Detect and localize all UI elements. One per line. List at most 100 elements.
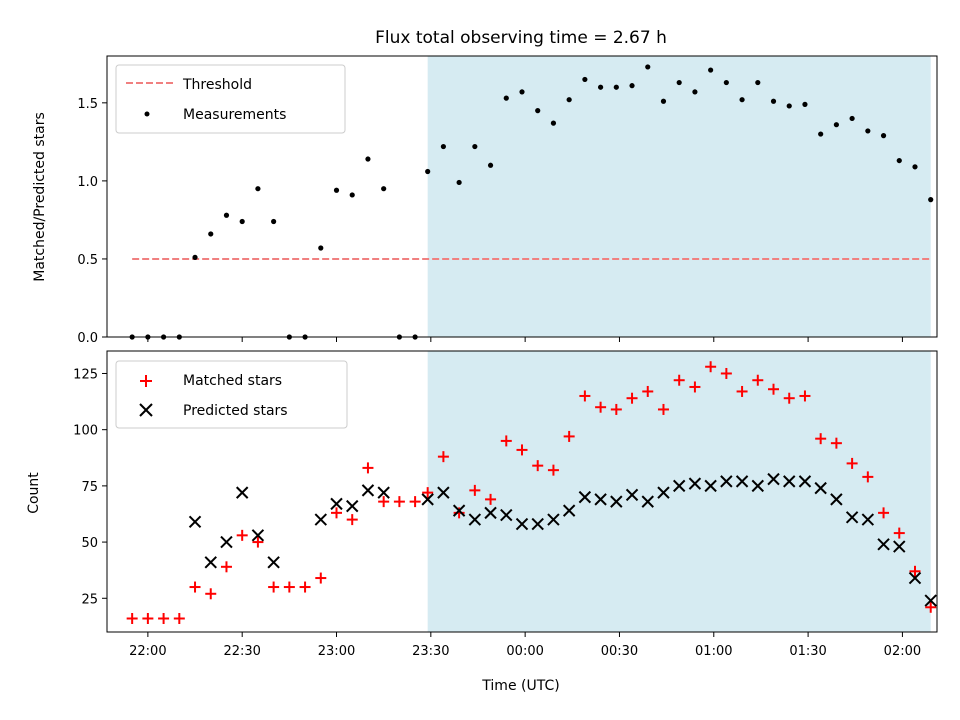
predicted-point-b xyxy=(377,486,390,499)
measurement-points xyxy=(129,64,934,340)
matched-point xyxy=(158,613,170,625)
matched-point xyxy=(579,390,591,402)
measurement-point xyxy=(629,83,635,89)
predicted-point xyxy=(830,493,843,506)
bottom-y-axis-label: Count xyxy=(26,472,42,514)
matched-point xyxy=(236,529,248,541)
bottom-shaded-span xyxy=(427,351,931,632)
matched-point xyxy=(189,581,201,593)
measurement-point xyxy=(833,122,839,128)
predicted-points xyxy=(188,472,937,607)
predicted-point-b xyxy=(267,556,280,569)
measurement-point xyxy=(896,157,902,164)
predicted-point-b xyxy=(531,517,544,531)
legend-measurement-swatch xyxy=(144,111,150,117)
matched-point xyxy=(752,374,764,386)
matched-point xyxy=(595,401,607,413)
y-tick-label: 1.5 xyxy=(77,97,98,112)
measurement-point xyxy=(802,101,808,107)
matched-point xyxy=(453,507,465,519)
legend-threshold-label: Threshold xyxy=(182,77,252,93)
predicted-point-b xyxy=(500,508,513,522)
matched-point xyxy=(642,385,654,397)
measurement-point xyxy=(456,179,462,186)
matched-point xyxy=(799,390,811,402)
matched-point xyxy=(205,588,217,600)
matched-point xyxy=(422,487,434,499)
predicted-point xyxy=(547,513,560,526)
y-tick-label: 100 xyxy=(73,424,98,439)
measurement-point xyxy=(676,79,682,86)
matched-point xyxy=(768,383,780,395)
x-tick-label: 02:00 xyxy=(884,644,921,659)
measurement-point xyxy=(333,187,340,193)
matched-point xyxy=(142,613,154,625)
legend-matched-swatch xyxy=(140,375,152,387)
y-tick-label: 50 xyxy=(81,536,98,551)
predicted-point-b xyxy=(720,475,733,488)
measurement-point xyxy=(849,115,855,122)
predicted-point xyxy=(751,479,765,493)
x-tick-label: 22:30 xyxy=(223,644,260,659)
top-legend: Threshold Measurements xyxy=(115,64,346,134)
matched-point xyxy=(409,496,421,508)
chart-title: Flux total observing time = 2.67 h xyxy=(375,28,667,48)
matched-point xyxy=(830,437,842,449)
measurement-point xyxy=(239,218,245,225)
matched-point xyxy=(657,403,669,415)
legend-matched-label: Matched stars xyxy=(183,373,282,389)
predicted-point xyxy=(484,506,497,520)
y-tick-label: 75 xyxy=(81,480,98,495)
top-y-ticks: 0.0 0.5 1.0 1.5 xyxy=(77,97,107,346)
measurement-point xyxy=(708,67,714,73)
predicted-point-b xyxy=(437,486,450,499)
top-x-ticks xyxy=(147,337,903,342)
x-tick-label: 23:30 xyxy=(412,644,449,659)
predicted-point xyxy=(657,486,670,499)
legend-measurements-label: Measurements xyxy=(183,107,286,123)
matched-point xyxy=(315,572,327,584)
top-shaded-span xyxy=(427,56,931,337)
top-legend-box xyxy=(115,64,346,134)
predicted-point-b xyxy=(562,504,576,517)
y-tick-label: 25 xyxy=(81,592,98,607)
measurement-point xyxy=(519,89,525,95)
x-tick-label: 01:30 xyxy=(789,644,826,659)
predicted-point-b xyxy=(783,475,796,488)
legend-predicted-swatch xyxy=(139,403,153,417)
y-tick-label: 1.0 xyxy=(77,175,98,190)
bottom-y-ticks: 25 50 75 100 125 xyxy=(73,367,107,607)
matched-point xyxy=(500,435,512,447)
matched-point xyxy=(925,601,937,613)
measurement-point xyxy=(566,97,572,103)
matched-point xyxy=(346,514,358,526)
measurement-point xyxy=(739,97,745,103)
matched-point xyxy=(846,457,858,469)
measurement-point xyxy=(440,143,447,150)
predicted-point-b xyxy=(688,477,702,490)
matched-point xyxy=(268,581,280,593)
predicted-point-b xyxy=(735,475,749,488)
matched-point xyxy=(673,374,685,386)
matched-point xyxy=(736,385,748,397)
predicted-point xyxy=(893,540,906,553)
predicted-point-b xyxy=(515,517,529,531)
predicted-point xyxy=(704,479,717,493)
matched-point xyxy=(705,361,717,373)
predicted-point-b xyxy=(641,495,654,508)
matched-point xyxy=(783,392,795,404)
matched-point xyxy=(362,462,374,474)
predicted-point-b xyxy=(861,513,875,526)
x-tick-label: 00:30 xyxy=(601,644,638,659)
predicted-point xyxy=(220,535,233,549)
predicted-point xyxy=(625,488,639,502)
matched-point xyxy=(909,565,921,577)
measurement-point xyxy=(255,186,261,192)
measurement-point xyxy=(535,108,541,114)
matched-point xyxy=(815,433,827,445)
predicted-point xyxy=(641,495,654,508)
predicted-point xyxy=(562,504,576,517)
predicted-point xyxy=(531,517,544,531)
predicted-point xyxy=(845,511,859,524)
